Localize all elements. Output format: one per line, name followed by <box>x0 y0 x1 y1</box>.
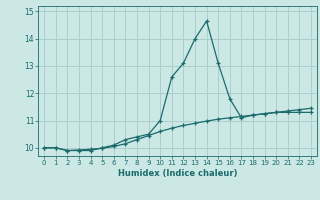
X-axis label: Humidex (Indice chaleur): Humidex (Indice chaleur) <box>118 169 237 178</box>
